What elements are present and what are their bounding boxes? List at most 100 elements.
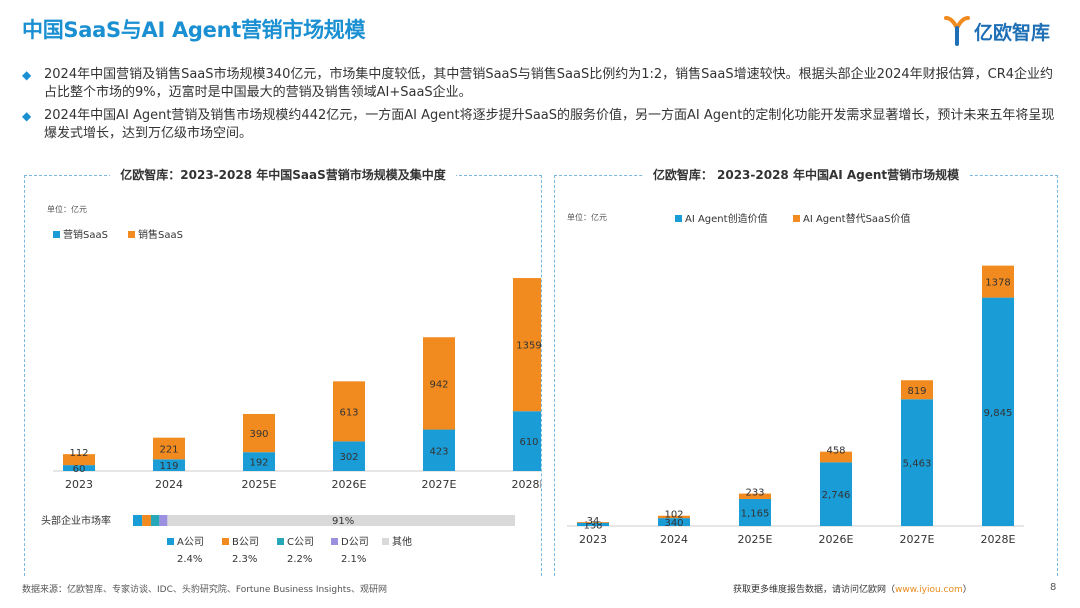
x-tick-label: 2024	[660, 533, 688, 546]
bar	[820, 451, 852, 463]
bar	[333, 381, 365, 442]
data-label: 610	[519, 437, 538, 448]
bar	[153, 459, 185, 471]
x-tick-label: 2025E	[738, 533, 773, 546]
data-label: 1378	[985, 278, 1010, 289]
bar	[513, 278, 541, 412]
legend-label: 营销SaaS	[63, 228, 108, 241]
share-legend-label: C公司	[287, 537, 314, 548]
ai-agent-chart-title: 亿欧智库： 2023-2028 年中国AI Agent营销市场规模	[555, 166, 1057, 183]
bar	[513, 411, 541, 471]
bar	[577, 522, 609, 526]
page-title: 中国SaaS与AI Agent营销市场规模	[22, 18, 366, 42]
logo-text: 亿欧智库	[974, 21, 1051, 44]
unit-label: 单位：亿元	[47, 204, 87, 214]
legend-swatch	[793, 215, 800, 222]
bar	[658, 518, 690, 526]
data-label: 221	[159, 445, 178, 456]
bar	[423, 429, 455, 471]
saas-chart-title: 亿欧智库：2023-2028 年中国SaaS营销市场规模及集中度	[25, 166, 541, 183]
x-tick-label: 2028E	[512, 478, 541, 491]
saas-chart-panel: 亿欧智库：2023-2028 年中国SaaS营销市场规模及集中度 单位：亿元营销…	[24, 168, 542, 576]
data-label: 9,845	[984, 408, 1013, 419]
bar	[982, 297, 1014, 526]
x-tick-label: 2026E	[332, 478, 367, 491]
bar	[577, 522, 609, 523]
share-legend-swatch	[222, 538, 229, 545]
x-tick-label: 2027E	[900, 533, 935, 546]
x-tick-label: 2024	[155, 478, 183, 491]
data-label: 102	[664, 510, 683, 521]
unit-label: 单位：亿元	[567, 212, 607, 222]
data-label: 1359	[516, 341, 541, 352]
data-label: 613	[339, 407, 358, 418]
data-label: 340	[664, 518, 683, 529]
diamond-icon: ◆	[22, 68, 32, 82]
legend-swatch	[53, 231, 60, 238]
share-legend-swatch	[382, 538, 389, 545]
bar	[153, 437, 185, 460]
share-legend-value: 2.2%	[287, 554, 312, 565]
data-label: 34	[587, 516, 600, 527]
website-link[interactable]: www.iyiou.com	[895, 585, 963, 595]
data-label: 390	[249, 429, 268, 440]
share-segment	[133, 515, 143, 526]
bullet-item: ◆ 2024年中国AI Agent营销及销售市场规模约442亿元，一方面AI A…	[22, 107, 1062, 143]
share-legend-label: B公司	[232, 537, 259, 548]
share-legend-value: 2.4%	[177, 554, 202, 565]
share-segment	[159, 515, 168, 526]
bar	[739, 498, 771, 526]
legend-swatch	[675, 215, 682, 222]
data-label: 2,746	[822, 490, 851, 501]
share-segment	[142, 515, 151, 526]
bullet-text: 2024年中国营销及销售SaaS市场规模340亿元，市场集中度较低，其中营销Sa…	[44, 67, 1054, 100]
data-label: 5,463	[903, 459, 932, 470]
share-legend-value: 2.1%	[341, 554, 366, 565]
share-legend-label: 其他	[392, 535, 412, 548]
share-legend-label: D公司	[341, 537, 369, 548]
data-label: 192	[249, 458, 268, 469]
bar	[982, 265, 1014, 298]
ai-agent-chart-panel: 亿欧智库： 2023-2028 年中国AI Agent营销市场规模 单位：亿元 A…	[554, 168, 1058, 576]
data-label: 942	[429, 379, 448, 390]
diamond-icon: ◆	[22, 109, 32, 123]
bar	[63, 465, 95, 471]
bullet-text: 2024年中国AI Agent营销及销售市场规模约442亿元，一方面AI Age…	[44, 108, 1055, 141]
share-segment	[150, 515, 160, 526]
share-legend-label: A公司	[177, 537, 204, 548]
page-number: 8	[1050, 582, 1057, 593]
bar	[333, 441, 365, 471]
concentration-label: 头部企业市场率	[41, 514, 111, 527]
data-label: 819	[907, 386, 926, 397]
data-label: 1,165	[741, 508, 770, 519]
others-share-label: 91%	[332, 516, 354, 527]
bar	[243, 452, 275, 471]
share-segment	[167, 515, 515, 526]
x-tick-label: 2023	[579, 533, 607, 546]
x-tick-label: 2023	[65, 478, 93, 491]
share-legend-swatch	[277, 538, 284, 545]
data-label: 458	[826, 446, 845, 457]
bullet-item: ◆ 2024年中国营销及销售SaaS市场规模340亿元，市场集中度较低，其中营销…	[22, 66, 1062, 102]
legend-swatch	[128, 231, 135, 238]
bar	[63, 454, 95, 466]
x-tick-label: 2027E	[422, 478, 457, 491]
bar	[423, 337, 455, 430]
logo-icon	[944, 16, 970, 46]
bar	[739, 493, 771, 499]
bar	[820, 462, 852, 526]
source-note: 数据来源：亿欧智库、专家访谈、IDC、头豹研究院、Fortune Busines…	[22, 585, 387, 595]
share-legend-value: 2.3%	[232, 554, 257, 565]
x-tick-label: 2028E	[981, 533, 1016, 546]
data-label: 138	[583, 520, 602, 531]
data-label: 233	[745, 488, 764, 499]
x-tick-label: 2026E	[819, 533, 854, 546]
data-label: 60	[73, 464, 86, 475]
share-legend-swatch	[167, 538, 174, 545]
legend-label: 销售SaaS	[138, 228, 183, 241]
share-legend-swatch	[331, 538, 338, 545]
data-label: 119	[159, 461, 178, 472]
bar	[658, 515, 690, 519]
